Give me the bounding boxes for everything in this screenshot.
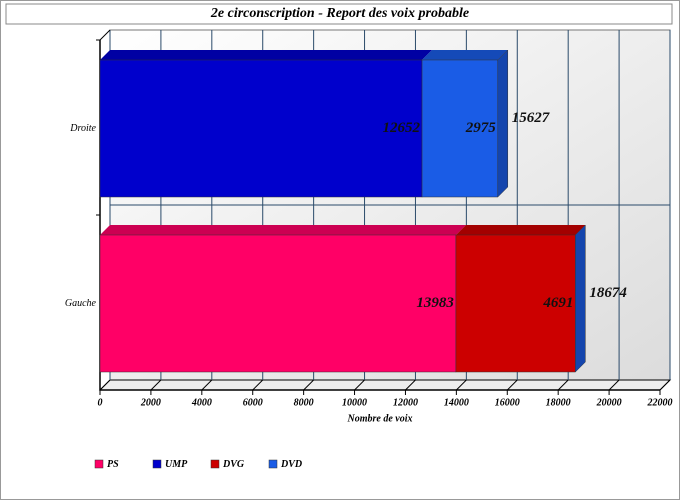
legend-swatch	[152, 459, 162, 469]
legend-label: PS	[107, 459, 119, 470]
bar	[99, 59, 423, 198]
x-tick-label: 4000	[191, 397, 212, 408]
x-tick-label: 2000	[140, 397, 161, 408]
chart-title: 2e circonscription - Report des voix pro…	[210, 6, 469, 21]
bar-top	[422, 50, 508, 60]
floor-line	[150, 379, 162, 391]
floor-line	[456, 379, 467, 391]
floor-line	[659, 379, 671, 391]
floor-line	[608, 379, 620, 391]
x-tick-label: 20000	[596, 397, 622, 408]
x-tick-label: 14000	[444, 397, 469, 408]
floor-line	[252, 379, 264, 391]
value-label: 12652	[383, 120, 421, 136]
floor-line	[201, 379, 213, 391]
floor-line	[303, 379, 314, 391]
x-tick-label: 18000	[546, 397, 571, 408]
y-axis-back	[99, 29, 111, 41]
legend-label: DVG	[222, 459, 245, 470]
total-label: 18674	[589, 285, 627, 301]
value-label: 2975	[465, 120, 497, 136]
x-tick-label: 8000	[294, 397, 314, 408]
y-tick-label: Droite	[69, 123, 96, 134]
value-label: 13983	[416, 295, 454, 311]
x-tick-label: 6000	[243, 397, 263, 408]
legend-swatch	[210, 459, 220, 469]
x-tick-label: 22000	[647, 397, 673, 408]
floor	[98, 379, 672, 391]
floor-line	[99, 379, 111, 391]
title-box	[5, 3, 673, 25]
bar	[455, 234, 576, 373]
x-axis-title: Nombre de voix	[347, 413, 413, 424]
bar-side	[575, 224, 586, 373]
floor-line	[557, 379, 569, 391]
floor-line	[354, 379, 365, 391]
x-tick-label: 16000	[495, 397, 520, 408]
total-label: 15627	[512, 110, 550, 126]
bar-side	[497, 49, 509, 198]
bar-top	[100, 50, 433, 60]
value-label: 4691	[542, 295, 573, 311]
plot: 0 2000 4000 6000 8000 10000 12000 14000 16000 180…	[65, 29, 673, 408]
bar-top	[455, 225, 586, 235]
floor-line	[405, 379, 416, 391]
x-tick-label: 10000	[342, 397, 367, 408]
legend-label: UMP	[165, 459, 188, 470]
bar	[99, 234, 457, 373]
legend-swatch	[268, 459, 278, 469]
floor-line	[506, 379, 518, 391]
x-tick-label: 0	[98, 397, 103, 408]
legend-label: DVD	[280, 459, 302, 470]
x-tick-label: 12000	[393, 397, 418, 408]
y-tick-label: Gauche	[65, 298, 97, 309]
bar-top	[100, 225, 466, 235]
legend-swatch	[94, 459, 104, 469]
